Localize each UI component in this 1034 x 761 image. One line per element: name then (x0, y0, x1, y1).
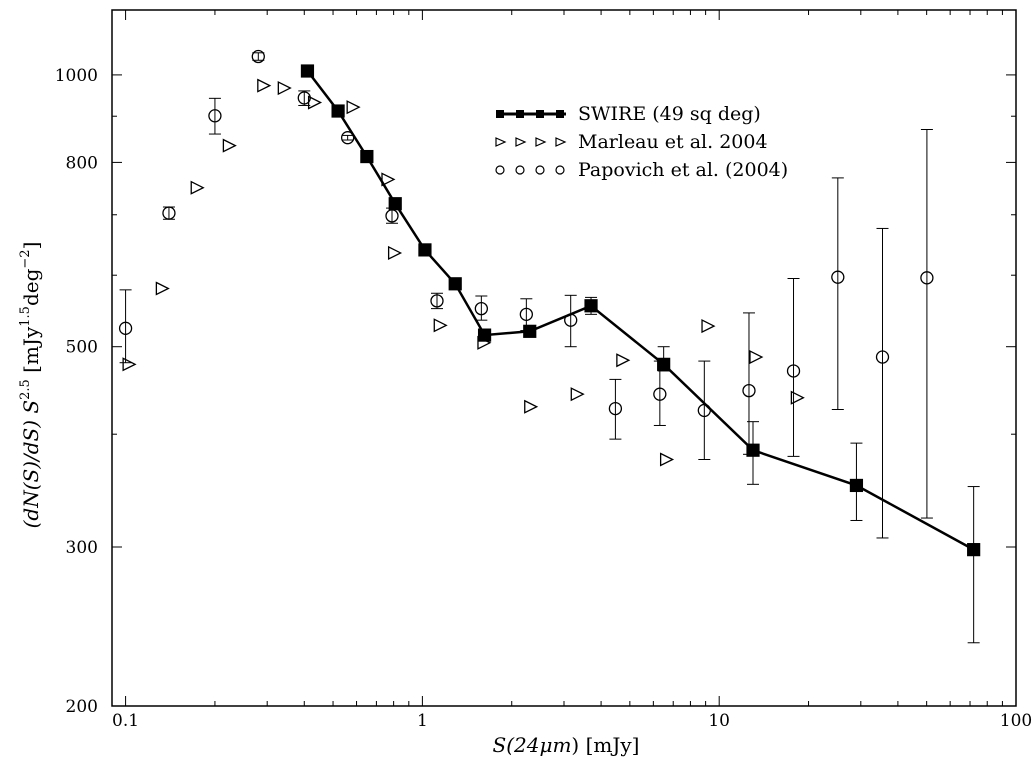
x-axis-label: S(24μm) [mJy] (493, 733, 640, 757)
swire-point (331, 104, 345, 118)
swire-point (448, 277, 462, 291)
marleau-point (524, 399, 539, 414)
x-tick-label: 100 (1000, 711, 1032, 731)
y-tick-label: 200 (66, 697, 98, 717)
legend-label-marleau: Marleau et al. 2004 (578, 131, 768, 153)
axis-ticks (111, 10, 1017, 707)
tick-labels: 0.1 1 10 100 200 300 500 800 1000 (55, 66, 1032, 731)
data-markers (118, 49, 981, 557)
swire-point (360, 149, 374, 164)
legend-sample-papovich (495, 165, 565, 175)
papovich-point (697, 403, 711, 418)
papovich-point (118, 321, 133, 335)
legend-label-papovich: Papovich et al. (2004) (578, 159, 788, 181)
swire-point (746, 443, 760, 457)
papovich-point (653, 387, 667, 401)
papovich-point (742, 383, 756, 398)
legend-marker (556, 110, 564, 118)
legend-marker (515, 137, 527, 147)
papovich-point (251, 49, 265, 64)
marleau-point (790, 390, 805, 405)
papovich-point (340, 131, 355, 145)
swire-point (657, 357, 671, 371)
y-tick-label: 300 (66, 538, 98, 558)
swire-point (418, 243, 432, 257)
papovich-point (831, 270, 845, 284)
y-axis-label: (dN(S)/dS) S2.5 [mJy1.5deg−2] (18, 242, 43, 529)
legend-label-swire: SWIRE (49 sq deg) (578, 103, 761, 125)
papovich-point (786, 364, 801, 378)
swire-point (388, 197, 402, 211)
papovich-point (519, 307, 533, 322)
papovich-point (430, 294, 444, 308)
marleau-point (477, 335, 492, 350)
marleau-point (381, 172, 396, 187)
papovich-point (608, 401, 623, 416)
papovich-point (474, 301, 489, 316)
x-tick-label: 0.1 (112, 711, 139, 731)
papovich-point (162, 206, 176, 220)
marleau-point (346, 100, 361, 115)
legend-marker (555, 165, 565, 175)
x-tick-label: 1 (417, 711, 428, 731)
legend: SWIRE (49 sq deg) Marleau et al. 2004 Pa… (495, 103, 788, 181)
marleau-point (222, 138, 237, 153)
marleau-point (570, 387, 585, 402)
marleau-point (387, 245, 403, 261)
papovich-point (564, 313, 578, 327)
legend-marker (535, 165, 545, 175)
marleau-point (616, 353, 631, 368)
legend-sample-swire (496, 110, 566, 118)
marleau-point (701, 319, 716, 334)
legend-marker (495, 137, 507, 147)
y-tick-label: 500 (66, 338, 98, 358)
marleau-point (433, 318, 448, 333)
marleau-point (190, 180, 205, 195)
legend-marker (555, 137, 567, 147)
papovich-point (297, 91, 311, 105)
marleau-point (155, 281, 170, 296)
papovich-point (920, 271, 934, 285)
error-bars (119, 52, 980, 644)
legend-marker (516, 110, 524, 118)
y-tick-label: 1000 (55, 66, 98, 86)
legend-marker (536, 110, 544, 118)
swire-point (849, 478, 864, 493)
marleau-point (659, 452, 675, 467)
papovich-point (875, 350, 890, 364)
legend-marker (496, 110, 504, 118)
swire-point (477, 328, 492, 342)
swire-point (584, 299, 598, 313)
legend-marker (535, 137, 547, 147)
x-tick-label: 10 (708, 711, 730, 731)
marleau-point (122, 357, 137, 372)
legend-sample-marleau (495, 137, 567, 147)
legend-marker (495, 165, 505, 175)
y-tick-label: 800 (66, 153, 98, 173)
papovich-point (385, 209, 399, 223)
marleau-point (749, 349, 764, 365)
marleau-point (277, 81, 292, 96)
marleau-point (257, 78, 272, 93)
papovich-point (208, 109, 222, 123)
swire-point (523, 324, 537, 338)
swire-point (300, 64, 315, 78)
legend-marker (515, 165, 525, 175)
swire-point (967, 543, 981, 557)
